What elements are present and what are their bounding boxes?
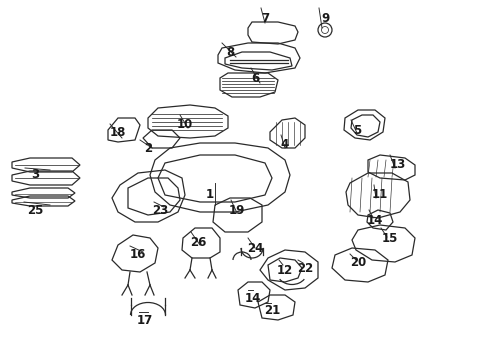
Text: 11: 11 [372,189,388,202]
Text: 23: 23 [152,203,168,216]
Text: 15: 15 [382,231,398,244]
Text: 9: 9 [321,12,329,24]
Text: 10: 10 [177,118,193,131]
Text: 3: 3 [31,168,39,181]
Text: 7: 7 [261,12,269,24]
Text: 14: 14 [367,213,383,226]
Text: 12: 12 [277,264,293,276]
Text: 17: 17 [137,314,153,327]
Text: 2: 2 [144,141,152,154]
Text: 1: 1 [206,189,214,202]
Text: 16: 16 [130,248,146,261]
Text: 22: 22 [297,261,313,274]
Text: 24: 24 [247,242,263,255]
Text: 4: 4 [281,139,289,152]
Text: 13: 13 [390,158,406,171]
Text: 25: 25 [27,203,43,216]
Text: 19: 19 [229,203,245,216]
Text: 18: 18 [110,126,126,139]
Text: 14: 14 [245,292,261,305]
Text: 5: 5 [353,123,361,136]
Text: 6: 6 [251,72,259,85]
Text: 8: 8 [226,45,234,58]
Text: 26: 26 [190,235,206,248]
Text: 21: 21 [264,303,280,316]
Text: 20: 20 [350,256,366,270]
